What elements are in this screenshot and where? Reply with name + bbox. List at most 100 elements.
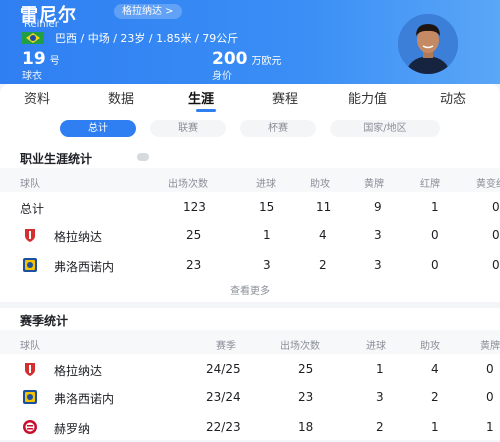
col-team: 球队 bbox=[20, 341, 40, 352]
tab-career[interactable]: 生涯 bbox=[188, 92, 215, 107]
market-value-unit: 万欧元 bbox=[251, 56, 282, 67]
view-more-link[interactable]: 查看更多 bbox=[230, 286, 270, 297]
col-season: 赛季 bbox=[216, 341, 236, 352]
tab-data[interactable]: 数据 bbox=[108, 92, 135, 107]
assists-value: 4 bbox=[319, 228, 327, 242]
market-value: 200 bbox=[212, 49, 248, 69]
goals-value: 15 bbox=[259, 200, 275, 214]
goals-value: 1 bbox=[376, 362, 384, 376]
apps-value: 23 bbox=[298, 390, 314, 404]
market-value-label: 身价 bbox=[212, 71, 232, 82]
frosinone-logo-icon bbox=[23, 258, 37, 272]
shirt-label: 球衣 bbox=[22, 71, 42, 82]
season-value: 24/25 bbox=[206, 362, 241, 376]
shirt-number: 19 bbox=[22, 49, 46, 69]
girona-logo-icon bbox=[23, 420, 37, 434]
yr-value: 0 bbox=[492, 228, 500, 242]
red-value: 0 bbox=[431, 258, 439, 272]
filter-total[interactable]: 总计 bbox=[60, 120, 136, 137]
yellow-value: 3 bbox=[374, 228, 382, 242]
goals-value: 3 bbox=[263, 258, 271, 272]
team-name: 格拉纳达 bbox=[54, 364, 103, 378]
table-row[interactable]: 弗洛西诺内 23/24 23 3 2 0 bbox=[0, 382, 500, 412]
shirt-unit: 号 bbox=[49, 56, 60, 67]
team-name: 赫罗纳 bbox=[54, 422, 91, 436]
filter-league[interactable]: 联赛 bbox=[150, 120, 226, 137]
col-goals: 进球 bbox=[366, 341, 386, 352]
yellow-value: 1 bbox=[486, 420, 494, 434]
filter-national[interactable]: 国家/地区 bbox=[330, 120, 440, 137]
apps-value: 23 bbox=[186, 258, 202, 272]
main-tabs: 资料 数据 生涯 赛程 能力值 动态 bbox=[0, 84, 500, 112]
player-photo-icon bbox=[398, 14, 458, 74]
yr-value: 0 bbox=[492, 200, 500, 214]
table-row[interactable]: 格拉纳达 25 1 4 3 0 0 bbox=[0, 220, 500, 250]
season-stats-title: 赛季统计 bbox=[20, 314, 69, 328]
season-table-header: 球队 赛季 出场次数 进球 助攻 黄牌 bbox=[0, 330, 500, 354]
player-name: 雷尼尔 bbox=[20, 5, 77, 26]
apps-value: 25 bbox=[298, 362, 314, 376]
player-en-name: Reinier bbox=[24, 19, 59, 30]
granada-logo-icon bbox=[25, 363, 35, 376]
col-yellow: 黄牌 bbox=[480, 341, 500, 352]
filter-bar: 总计 联赛 杯赛 国家/地区 bbox=[0, 112, 500, 144]
market-value-stat: 200 万欧元 身价 bbox=[212, 49, 282, 82]
table-row[interactable]: 赫罗纳 22/23 18 2 1 1 bbox=[0, 412, 500, 442]
filter-cup[interactable]: 杯赛 bbox=[240, 120, 316, 137]
goals-value: 1 bbox=[263, 228, 271, 242]
apps-value: 25 bbox=[186, 228, 202, 242]
table-row[interactable]: 总计 123 15 11 9 1 0 bbox=[0, 192, 500, 222]
career-stats-title: 职业生涯统计 bbox=[20, 152, 93, 166]
yellow-value: 0 bbox=[486, 390, 494, 404]
assists-value: 11 bbox=[316, 200, 332, 214]
assists-value: 2 bbox=[319, 258, 327, 272]
season-value: 22/23 bbox=[206, 420, 241, 434]
col-team: 球队 bbox=[20, 179, 40, 190]
col-apps: 出场次数 bbox=[280, 341, 320, 352]
granada-logo-icon bbox=[25, 229, 35, 242]
yellow-value: 9 bbox=[374, 200, 382, 214]
tab-schedule[interactable]: 赛程 bbox=[272, 92, 299, 107]
active-tab-indicator bbox=[196, 109, 216, 112]
career-table-header: 球队 出场次数 进球 助攻 黄牌 红牌 黄变红 bbox=[0, 168, 500, 192]
brazil-flag-icon bbox=[22, 32, 44, 44]
goals-value: 3 bbox=[376, 390, 384, 404]
player-bio: 巴西 / 中场 / 23岁 / 1.85米 / 79公斤 bbox=[55, 32, 239, 45]
info-icon[interactable] bbox=[137, 153, 149, 161]
apps-value: 123 bbox=[183, 200, 206, 214]
col-assists: 助攻 bbox=[420, 341, 440, 352]
team-name: 弗洛西诺内 bbox=[54, 260, 115, 274]
col-yellow-red: 黄变红 bbox=[476, 179, 500, 190]
yellow-value: 0 bbox=[486, 362, 494, 376]
frosinone-logo-icon bbox=[23, 390, 37, 404]
season-stats-card: 赛季统计 球队 赛季 出场次数 进球 助攻 黄牌 格拉纳达 24/25 25 1… bbox=[0, 308, 500, 440]
table-row[interactable]: 弗洛西诺内 23 3 2 3 0 0 bbox=[0, 250, 500, 280]
season-value: 23/24 bbox=[206, 390, 241, 404]
red-value: 0 bbox=[431, 228, 439, 242]
assists-value: 2 bbox=[431, 390, 439, 404]
team-name: 总计 bbox=[20, 202, 45, 216]
team-link[interactable]: 格拉纳达 > bbox=[114, 4, 182, 19]
goals-value: 2 bbox=[376, 420, 384, 434]
col-goals: 进球 bbox=[256, 179, 276, 190]
col-apps: 出场次数 bbox=[168, 179, 208, 190]
team-name: 弗洛西诺内 bbox=[54, 392, 115, 406]
col-red: 红牌 bbox=[420, 179, 440, 190]
tab-profile[interactable]: 资料 bbox=[24, 92, 51, 107]
team-name: 格拉纳达 bbox=[54, 230, 103, 244]
red-value: 1 bbox=[431, 200, 439, 214]
player-avatar bbox=[398, 14, 458, 74]
career-stats-card: 职业生涯统计 球队 出场次数 进球 助攻 黄牌 红牌 黄变红 总计 123 15… bbox=[0, 144, 500, 302]
table-row[interactable]: 格拉纳达 24/25 25 1 4 0 bbox=[0, 354, 500, 384]
player-header: 雷尼尔 格拉纳达 > Reinier 巴西 / 中场 / 23岁 / 1.85米… bbox=[0, 0, 500, 84]
apps-value: 18 bbox=[298, 420, 314, 434]
tab-news[interactable]: 动态 bbox=[440, 92, 467, 107]
shirt-number-stat: 19 号 球衣 bbox=[22, 49, 60, 82]
assists-value: 4 bbox=[431, 362, 439, 376]
yr-value: 0 bbox=[492, 258, 500, 272]
col-yellow: 黄牌 bbox=[364, 179, 384, 190]
col-assists: 助攻 bbox=[310, 179, 330, 190]
assists-value: 1 bbox=[431, 420, 439, 434]
tab-ability[interactable]: 能力值 bbox=[348, 92, 388, 107]
yellow-value: 3 bbox=[374, 258, 382, 272]
